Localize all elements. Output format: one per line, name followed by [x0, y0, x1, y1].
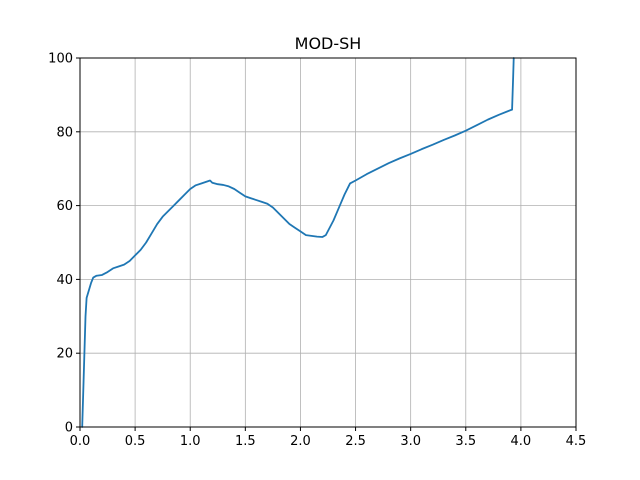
y-tick-label: 20: [56, 347, 73, 362]
y-tick-label: 80: [56, 125, 73, 140]
x-tick-label: 3.0: [400, 434, 421, 449]
x-tick-label: 1.0: [180, 434, 201, 449]
x-tick-label: 0.0: [70, 434, 91, 449]
x-tick-label: 1.5: [235, 434, 256, 449]
series-layer: [81, 57, 515, 428]
x-tick-label: 4.5: [566, 434, 587, 449]
x-tick-label: 3.5: [455, 434, 476, 449]
x-tick-label: 2.0: [290, 434, 311, 449]
chart-title: MOD-SH: [295, 34, 362, 53]
y-tick-label: 40: [56, 273, 73, 288]
y-tick-label: 100: [48, 52, 73, 67]
y-tick-label: 60: [56, 199, 73, 214]
x-axis: 0.0 0.5 1.0 1.5 2.0 2.5 3.0 3.5 4.0 4.5: [70, 427, 587, 449]
x-tick-label: 0.5: [125, 434, 146, 449]
y-axis: 0 20 40 60 80 100: [48, 52, 80, 436]
series-line: [81, 57, 515, 428]
y-tick-label: 0: [65, 421, 73, 436]
plot-frame: [79, 57, 577, 428]
x-tick-label: 2.5: [345, 434, 366, 449]
x-tick-label: 4.0: [511, 434, 532, 449]
